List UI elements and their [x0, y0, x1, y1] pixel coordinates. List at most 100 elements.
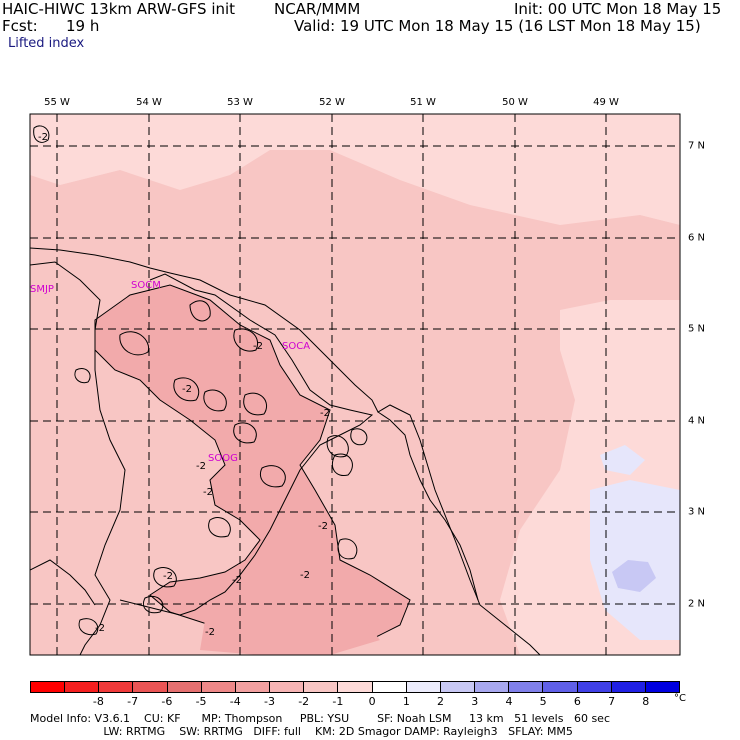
coastline [30, 247, 541, 655]
field-blue [612, 560, 656, 592]
color-scale-tick: 2 [437, 695, 445, 708]
station-label-soog: SOOG [208, 453, 238, 464]
field-pale-blue-small [600, 445, 645, 475]
contour-label: -2 [205, 627, 215, 638]
color-swatch [201, 682, 236, 692]
color-swatch [611, 682, 646, 692]
contour-cell-12 [337, 538, 358, 560]
valid-time: Valid: 19 UTC Mon 18 May 15 (16 LST Mon … [294, 17, 701, 35]
color-scale-unit: °C [674, 693, 686, 704]
color-swatch [543, 682, 578, 692]
color-scale-tick: -4 [229, 695, 241, 708]
color-swatch [270, 682, 305, 692]
color-swatch [372, 682, 407, 692]
field-light-northeast [360, 114, 680, 195]
contour-cell-16 [74, 368, 91, 384]
org-label: NCAR/MMM [274, 0, 361, 18]
contour-cell-7 [233, 422, 257, 444]
border-west [30, 261, 126, 655]
model-title: HAIC-HIWC 13km ARW-GFS init [2, 0, 236, 18]
contour-cell-8 [260, 465, 286, 488]
color-scale-tick: -5 [195, 695, 207, 708]
color-swatch [167, 682, 202, 692]
contour-cell-15 [208, 517, 231, 538]
color-scale-tick: -3 [263, 695, 275, 708]
contour-cell-11 [331, 453, 353, 477]
field-rose-south [200, 580, 380, 655]
station-label-socm: SOCM [131, 280, 161, 291]
contour-label: -2 [182, 384, 192, 395]
contour-cell-1 [189, 300, 211, 322]
station-label-soca: SOCA [282, 341, 310, 352]
contour-cell-3 [233, 328, 258, 352]
contour-label: -2 [318, 521, 328, 532]
contour-cell-6 [243, 392, 268, 416]
color-swatch [133, 682, 168, 692]
color-swatch [440, 682, 476, 692]
color-swatch [475, 682, 510, 692]
color-scale-tick: 7 [608, 695, 616, 708]
color-swatch [235, 682, 271, 692]
contour-label: -2 [300, 570, 310, 581]
contour-cell-13 [153, 567, 177, 588]
lat-label-5n: 5 N [688, 323, 706, 335]
lon-label-54w: 54 W [136, 97, 162, 108]
color-swatch [406, 682, 441, 692]
field-pale-blue [590, 480, 680, 640]
color-swatch [577, 682, 612, 692]
model-info-line-1: Model Info: V3.6.1 CU: KF MP: Thompson P… [30, 712, 610, 725]
contour-cell-2 [119, 331, 150, 356]
lat-label-3n: 3 N [688, 506, 706, 518]
lat-label-4n: 4 N [688, 415, 706, 427]
contour-cell-17 [33, 125, 50, 143]
lat-label-7n: 7 N [688, 140, 706, 152]
color-scale-tick: 3 [471, 695, 479, 708]
contour-cell-18 [78, 618, 99, 636]
station-label-smjp: SMJP [30, 284, 54, 295]
contour-cell-4 [173, 377, 200, 402]
init-time: Init: 00 UTC Mon 18 May 15 [514, 0, 722, 18]
contour-label: -2 [232, 575, 242, 586]
contour-label: -2 [203, 487, 213, 498]
color-scale-tick: 8 [642, 695, 650, 708]
lon-label-55w: 55 W [44, 97, 70, 108]
color-scale-tick: 0 [368, 695, 376, 708]
color-scale-tick: -2 [298, 695, 310, 708]
lon-label-53w: 53 W [227, 97, 253, 108]
color-scale-tick: 6 [573, 695, 581, 708]
forecast-hour: 19 h [66, 17, 100, 35]
color-swatch [31, 682, 66, 692]
forecast-label: Fcst: [2, 17, 38, 35]
contour-label: -2 [163, 571, 173, 582]
contour-label: -2 [253, 341, 263, 352]
map-frame [29, 113, 681, 656]
model-info-line-2: LW: RRTMG SW: RRTMG DIFF: full KM: 2D Sm… [30, 725, 573, 738]
color-swatch [65, 682, 100, 692]
color-swatch [509, 682, 544, 692]
color-swatch [99, 682, 134, 692]
lon-label-51w: 51 W [410, 97, 436, 108]
lon-label-49w: 49 W [593, 97, 619, 108]
border-southwest [30, 559, 96, 606]
color-scale-tick: 5 [539, 695, 547, 708]
color-scale-bar [30, 681, 680, 693]
color-scale-tick: 4 [505, 695, 513, 708]
border-central [119, 273, 374, 616]
lat-label-6n: 6 N [688, 232, 706, 244]
color-scale-tick: -1 [332, 695, 344, 708]
color-scale-tick: -8 [92, 695, 104, 708]
lon-label-50w: 50 W [502, 97, 528, 108]
lon-label-52w: 52 W [319, 97, 345, 108]
color-swatch [338, 682, 373, 692]
contour-label: -2 [95, 623, 105, 634]
contour-label: -2 [320, 408, 330, 419]
contour-cell-10 [350, 428, 368, 446]
contour-label: -2 [38, 132, 48, 143]
lat-label-2n: 2 N [688, 598, 706, 610]
color-scale-tick: -7 [127, 695, 139, 708]
color-swatch [645, 682, 679, 692]
color-scale-tick: 1 [402, 695, 410, 708]
color-swatch [304, 682, 339, 692]
field-name: Lifted index [8, 36, 85, 51]
